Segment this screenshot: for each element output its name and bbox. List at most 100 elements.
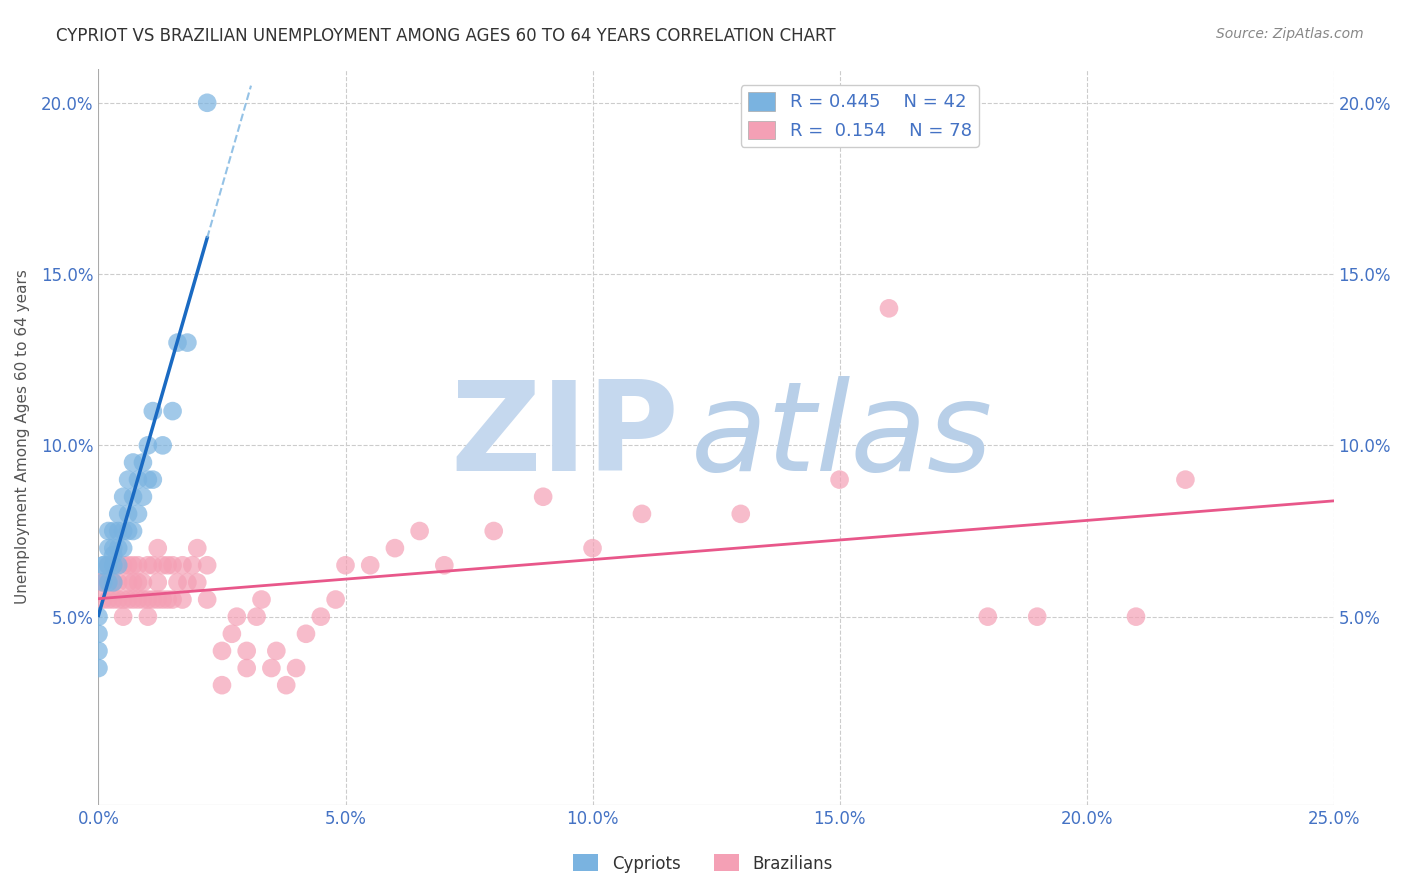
Text: ZIP: ZIP	[450, 376, 679, 498]
Point	[295, 627, 318, 641]
Point	[87, 661, 110, 675]
Point	[146, 592, 169, 607]
Point	[156, 592, 179, 607]
Y-axis label: Unemployment Among Ages 60 to 64 years: Unemployment Among Ages 60 to 64 years	[15, 269, 30, 604]
Point	[122, 592, 145, 607]
Point	[166, 335, 188, 350]
Point	[127, 558, 149, 573]
Point	[1125, 609, 1147, 624]
Point	[195, 95, 218, 110]
Point	[103, 592, 125, 607]
Point	[211, 678, 233, 692]
Point	[122, 524, 145, 538]
Point	[103, 558, 125, 573]
Point	[122, 575, 145, 590]
Point	[482, 524, 505, 538]
Point	[186, 541, 208, 556]
Point	[93, 558, 115, 573]
Point	[132, 592, 155, 607]
Point	[112, 609, 135, 624]
Point	[117, 575, 139, 590]
Point	[152, 592, 174, 607]
Point	[156, 558, 179, 573]
Point	[276, 678, 298, 692]
Point	[828, 473, 851, 487]
Point	[136, 609, 159, 624]
Point	[112, 558, 135, 573]
Point	[631, 507, 654, 521]
Point	[162, 404, 184, 418]
Point	[132, 575, 155, 590]
Point	[142, 473, 165, 487]
Point	[335, 558, 357, 573]
Point	[132, 490, 155, 504]
Point	[87, 627, 110, 641]
Point	[136, 592, 159, 607]
Point	[117, 558, 139, 573]
Text: atlas: atlas	[692, 376, 994, 498]
Point	[117, 524, 139, 538]
Point	[152, 558, 174, 573]
Point	[235, 661, 257, 675]
Point	[260, 661, 283, 675]
Point	[225, 609, 247, 624]
Point	[176, 575, 198, 590]
Point	[433, 558, 456, 573]
Legend: R = 0.445    N = 42, R =  0.154    N = 78: R = 0.445 N = 42, R = 0.154 N = 78	[741, 85, 979, 147]
Point	[87, 644, 110, 658]
Point	[186, 575, 208, 590]
Point	[112, 541, 135, 556]
Point	[221, 627, 243, 641]
Point	[1026, 609, 1049, 624]
Point	[103, 541, 125, 556]
Point	[97, 524, 120, 538]
Point	[127, 507, 149, 521]
Point	[127, 575, 149, 590]
Point	[581, 541, 603, 556]
Point	[176, 335, 198, 350]
Point	[146, 541, 169, 556]
Point	[103, 558, 125, 573]
Point	[235, 644, 257, 658]
Point	[117, 507, 139, 521]
Text: Source: ZipAtlas.com: Source: ZipAtlas.com	[1216, 27, 1364, 41]
Point	[181, 558, 204, 573]
Point	[384, 541, 406, 556]
Point	[250, 592, 273, 607]
Point	[977, 609, 1000, 624]
Legend: Cypriots, Brazilians: Cypriots, Brazilians	[567, 847, 839, 880]
Point	[107, 592, 129, 607]
Point	[112, 490, 135, 504]
Point	[87, 575, 110, 590]
Point	[107, 558, 129, 573]
Point	[136, 473, 159, 487]
Point	[136, 438, 159, 452]
Point	[172, 592, 194, 607]
Point	[117, 592, 139, 607]
Point	[1174, 473, 1197, 487]
Point	[93, 592, 115, 607]
Point	[245, 609, 267, 624]
Point	[730, 507, 752, 521]
Point	[531, 490, 554, 504]
Point	[103, 575, 125, 590]
Point	[122, 490, 145, 504]
Point	[877, 301, 900, 316]
Point	[142, 592, 165, 607]
Point	[112, 524, 135, 538]
Point	[359, 558, 381, 573]
Point	[266, 644, 288, 658]
Point	[127, 592, 149, 607]
Point	[107, 575, 129, 590]
Point	[97, 558, 120, 573]
Point	[146, 575, 169, 590]
Text: CYPRIOT VS BRAZILIAN UNEMPLOYMENT AMONG AGES 60 TO 64 YEARS CORRELATION CHART: CYPRIOT VS BRAZILIAN UNEMPLOYMENT AMONG …	[56, 27, 835, 45]
Point	[117, 473, 139, 487]
Point	[97, 541, 120, 556]
Point	[93, 575, 115, 590]
Point	[93, 575, 115, 590]
Point	[309, 609, 332, 624]
Point	[87, 609, 110, 624]
Point	[107, 524, 129, 538]
Point	[195, 558, 218, 573]
